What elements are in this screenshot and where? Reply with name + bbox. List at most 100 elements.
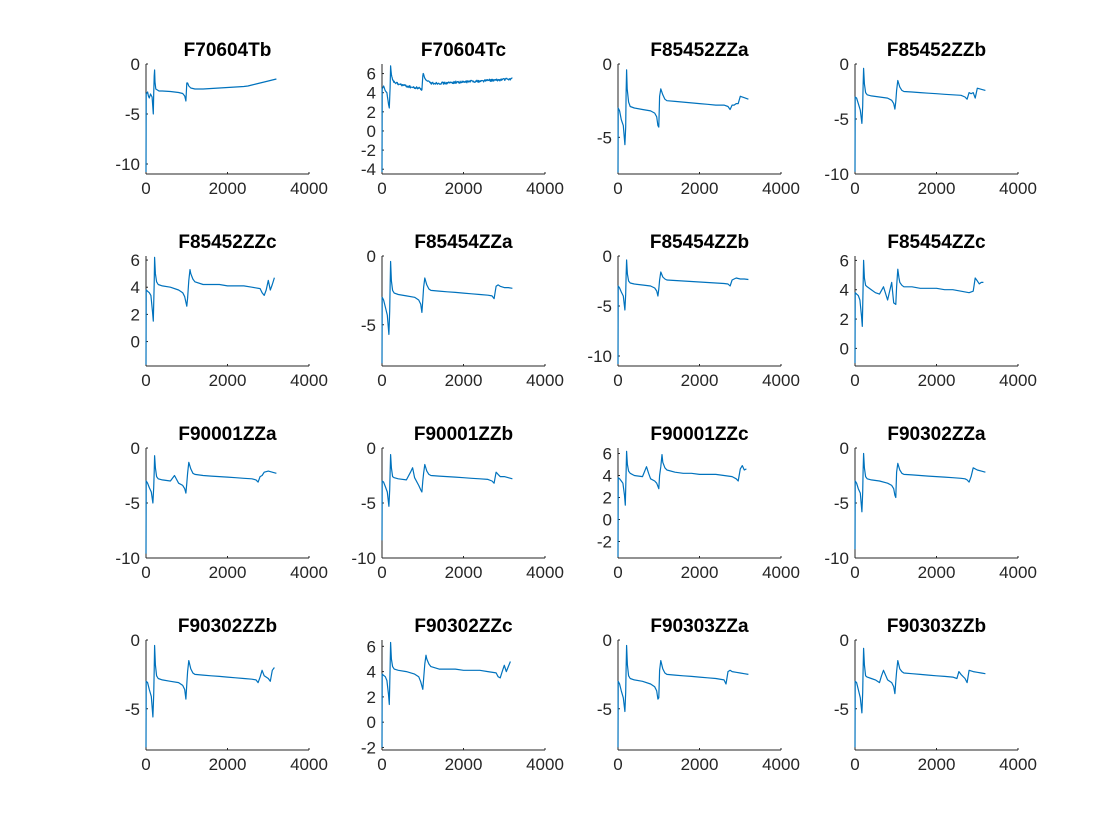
y-tick-label: 0 <box>367 439 376 458</box>
series-line <box>145 256 275 365</box>
y-tick-label: 0 <box>603 55 612 74</box>
x-tick-label: 2000 <box>209 755 247 774</box>
x-tick-label: 4000 <box>762 755 800 774</box>
y-tick-label: -10 <box>824 549 849 568</box>
x-tick-label: 2000 <box>209 371 247 390</box>
x-tick-label: 2000 <box>209 563 247 582</box>
y-tick-label: -5 <box>125 700 140 719</box>
series-line <box>617 644 749 748</box>
subplot-title: F90001ZZb <box>414 424 513 445</box>
x-tick-label: 4000 <box>999 179 1037 198</box>
y-tick-label: -10 <box>587 347 612 366</box>
subplot-title: F90302ZZa <box>887 424 986 445</box>
series-line <box>854 647 986 748</box>
subplot-10: F90001ZZb 0 2000 4000 0 -5 -10 <box>351 424 563 582</box>
subplot-title: F90001ZZa <box>178 424 277 445</box>
subplot-title: F90302ZZb <box>178 616 277 637</box>
series-line <box>617 259 749 365</box>
y-tick-label: -2 <box>597 533 612 552</box>
y-tick-label: 4 <box>840 281 849 300</box>
x-tick-label: 0 <box>377 179 386 198</box>
y-tick-label: 6 <box>840 251 849 270</box>
x-tick-label: 4000 <box>999 371 1037 390</box>
x-tick-label: 2000 <box>445 179 483 198</box>
y-tick-label: 2 <box>367 103 376 122</box>
subplot-3: F85452ZZa 0 2000 4000 0 -5 <box>597 40 800 198</box>
x-tick-label: 0 <box>377 371 386 390</box>
subplot-title: F85454ZZa <box>414 232 513 253</box>
series-line <box>854 67 986 172</box>
x-tick-label: 0 <box>613 563 622 582</box>
y-tick-label: -5 <box>361 316 376 335</box>
subplot-title: F85454ZZc <box>887 232 986 253</box>
y-tick-label: 0 <box>840 55 849 74</box>
x-tick-label: 2000 <box>681 371 719 390</box>
y-tick-label: -5 <box>597 128 612 147</box>
x-tick-label: 0 <box>141 563 150 582</box>
subplot-title: F90303ZZb <box>887 616 986 637</box>
y-tick-label: 4 <box>603 467 612 486</box>
subplot-16: F90303ZZb 0 2000 4000 0 -5 <box>834 616 1037 774</box>
y-tick-label: 0 <box>131 631 140 650</box>
x-tick-label: 2000 <box>681 179 719 198</box>
subplot-7: F85454ZZb 0 2000 4000 0 -5 -10 <box>587 232 799 390</box>
subplot-4: F85452ZZb 0 2000 4000 0 -5 -10 <box>824 40 1036 198</box>
x-tick-label: 2000 <box>918 755 956 774</box>
subplot-title: F70604Tb <box>184 40 272 61</box>
subplot-12: F90302ZZa 0 2000 4000 0 -5 -10 <box>824 424 1036 582</box>
x-tick-label: 2000 <box>445 755 483 774</box>
series-line <box>145 69 277 173</box>
y-tick-label: 0 <box>840 439 849 458</box>
y-tick-label: -5 <box>597 297 612 316</box>
y-tick-label: 6 <box>603 445 612 464</box>
y-tick-label: 0 <box>840 339 849 358</box>
y-tick-label: -5 <box>361 494 376 513</box>
x-tick-label: 0 <box>613 371 622 390</box>
y-tick-label: 2 <box>840 310 849 329</box>
y-tick-label: 0 <box>131 333 140 352</box>
x-tick-label: 0 <box>850 755 859 774</box>
y-tick-label: -10 <box>351 549 376 568</box>
subplot-title: F85452ZZa <box>650 40 749 61</box>
y-tick-label: 0 <box>367 713 376 732</box>
subplot-title: F90302ZZc <box>414 616 513 637</box>
series-line <box>854 452 986 550</box>
x-tick-label: 2000 <box>445 371 483 390</box>
y-tick-label: -5 <box>834 110 849 129</box>
subplot-6: F85454ZZa 0 2000 4000 0 -5 <box>361 232 564 390</box>
subplot-13: F90302ZZb 0 2000 4000 0 -5 <box>125 616 328 774</box>
subplot-15: F90303ZZa 0 2000 4000 0 -5 <box>597 616 800 774</box>
series-line <box>381 65 513 173</box>
y-tick-label: -5 <box>597 700 612 719</box>
y-tick-label: 4 <box>367 663 376 682</box>
y-tick-label: 0 <box>131 55 140 74</box>
subplot-8: F85454ZZc 0 2000 4000 6 4 2 0 <box>840 232 1037 390</box>
series-line <box>381 260 513 364</box>
series-line <box>145 644 275 748</box>
y-tick-label: 0 <box>603 631 612 650</box>
y-tick-label: -10 <box>824 165 849 184</box>
subplot-title: F85452ZZc <box>178 232 277 253</box>
x-tick-label: 0 <box>613 755 622 774</box>
x-tick-label: 0 <box>377 563 386 582</box>
x-tick-label: 2000 <box>445 563 483 582</box>
subplot-title: F90001ZZc <box>650 424 749 445</box>
y-tick-label: -5 <box>834 494 849 513</box>
x-tick-label: 0 <box>141 755 150 774</box>
x-tick-label: 4000 <box>762 371 800 390</box>
series-line <box>617 69 749 173</box>
x-tick-label: 4000 <box>290 179 328 198</box>
y-tick-label: 0 <box>367 122 376 141</box>
y-tick-label: 2 <box>603 489 612 508</box>
series-line <box>381 454 513 541</box>
x-tick-label: 0 <box>850 563 859 582</box>
subplot-1: F70604Tb 0 2000 4000 0 -5 -10 <box>115 40 327 198</box>
x-tick-label: 4000 <box>526 371 564 390</box>
series-line <box>617 450 747 557</box>
x-tick-label: 4000 <box>526 755 564 774</box>
y-tick-label: -4 <box>361 160 376 179</box>
x-tick-label: 2000 <box>681 755 719 774</box>
